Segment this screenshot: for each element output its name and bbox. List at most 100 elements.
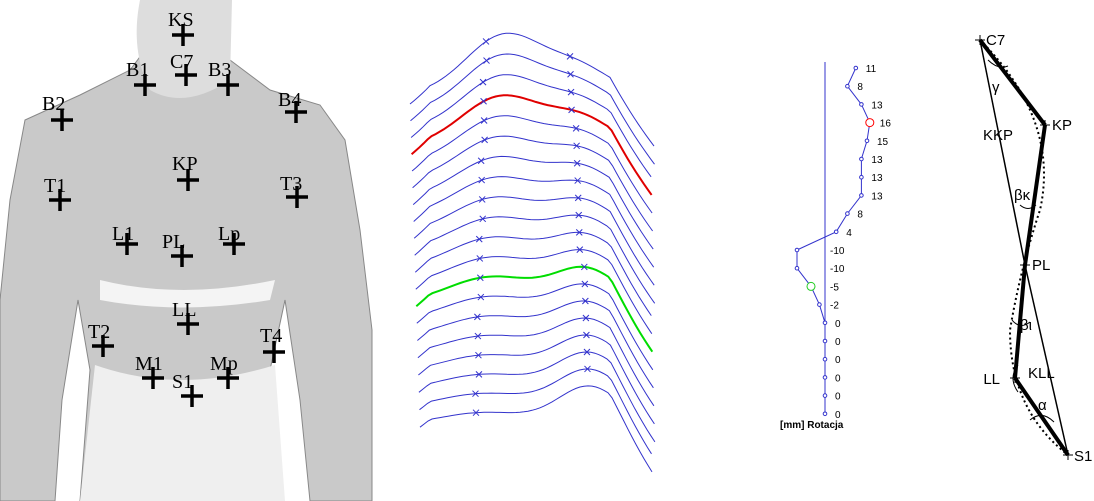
contour-line: [414, 231, 652, 316]
rotation-value: 11: [866, 64, 877, 75]
marker: [481, 136, 488, 144]
landmark-label: S1: [172, 371, 193, 393]
marker: [573, 142, 580, 150]
landmark-label: T2: [88, 321, 110, 343]
rotation-point: [853, 65, 859, 71]
rotation-value: 8: [857, 82, 863, 93]
rotation-value: 0: [835, 355, 841, 366]
contour-line: [417, 317, 655, 407]
rotation-point: [859, 193, 864, 198]
marker: [478, 176, 486, 184]
rotation-point: [864, 138, 870, 144]
contour-line: [419, 385, 653, 473]
rotation-point: [822, 411, 828, 417]
rotation-value: 8: [857, 210, 863, 221]
point-label: C7: [986, 32, 1005, 49]
marker: [475, 235, 483, 243]
landmark-label: T4: [260, 325, 282, 347]
landmark-label: Lp: [218, 223, 240, 245]
arc: [1019, 204, 1037, 209]
line: [978, 38, 1047, 127]
rotation-value: 0: [835, 337, 841, 348]
landmark-label: T1: [44, 175, 66, 197]
marker: [583, 348, 591, 356]
contour-line: [415, 265, 654, 353]
contour-line: [414, 214, 656, 304]
landmark-label: T3: [280, 173, 302, 195]
contour-line: [415, 249, 653, 334]
rotation-point: [822, 320, 828, 326]
contour-line: [413, 176, 655, 268]
marker: [472, 390, 479, 398]
contour-line: [411, 115, 653, 214]
marker: [474, 332, 482, 340]
marker: [574, 177, 582, 184]
rotation-value: -10: [830, 264, 845, 275]
angle-label: βκ: [1014, 187, 1031, 204]
marker: [483, 57, 490, 64]
marker: [572, 125, 580, 132]
contour-line: [409, 32, 655, 147]
rotation-point: [794, 265, 800, 271]
rotation-point: [845, 83, 850, 89]
line: [1013, 264, 1027, 379]
landmark-label: M1: [135, 353, 163, 375]
rotation-point: [859, 156, 864, 162]
rotation-value: 13: [871, 100, 883, 111]
contour-line: [410, 74, 652, 178]
rotation-point: [859, 102, 864, 107]
rotation-point: [822, 356, 828, 362]
landmark-label: B1: [126, 59, 149, 81]
line: [1024, 264, 1069, 456]
surface-contours: [409, 32, 656, 473]
rotation-value: 0: [835, 373, 841, 384]
contour-line: [413, 196, 655, 286]
landmark-label: PL: [162, 231, 185, 253]
back-photo: [0, 0, 373, 501]
contour-line: [410, 94, 653, 196]
marker: [581, 280, 589, 288]
contour-line: [418, 334, 655, 425]
arc: [987, 59, 1009, 68]
line: [979, 39, 1026, 266]
rotation-value: 13: [871, 155, 883, 166]
line: [1013, 376, 1070, 457]
marker: [478, 196, 486, 203]
rotation-value: 15: [877, 137, 889, 148]
marker: [474, 313, 481, 321]
rotation-value: -10: [830, 246, 845, 257]
rotation-value: 4: [846, 228, 852, 239]
rotation-line: [796, 67, 871, 414]
rotation-point: [806, 281, 816, 291]
rotation-value: 16: [880, 119, 892, 130]
contour-line: [416, 283, 654, 371]
marker: [573, 159, 581, 167]
marker: [479, 215, 487, 223]
contour-line: [419, 368, 652, 455]
segment-label: KLL: [1028, 365, 1055, 382]
rotation-value: 13: [871, 173, 883, 184]
marker: [476, 274, 484, 282]
rotation-point: [859, 174, 864, 180]
contour-line: [417, 300, 654, 389]
landmark-label: B2: [42, 93, 65, 115]
rotation-value: 13: [871, 191, 883, 202]
arc: [1011, 319, 1031, 326]
rotation-point: [845, 211, 850, 216]
contour-line: [418, 351, 656, 443]
angle-label: α: [1038, 397, 1047, 414]
rotation-point: [865, 118, 875, 128]
landmark-label: KP: [172, 153, 198, 175]
marker: [476, 255, 484, 262]
landmark-label: C7: [170, 51, 193, 73]
contour-line: [412, 155, 654, 250]
marker: [475, 370, 483, 378]
rotation-point: [817, 302, 822, 307]
marker: [480, 97, 487, 105]
marker: [567, 88, 575, 96]
angle-label: βι: [1020, 317, 1032, 334]
rotation-point: [822, 393, 828, 398]
landmark-label: LL: [172, 299, 196, 321]
point-label: S1: [1074, 448, 1092, 465]
point-label: LL: [983, 371, 1000, 388]
